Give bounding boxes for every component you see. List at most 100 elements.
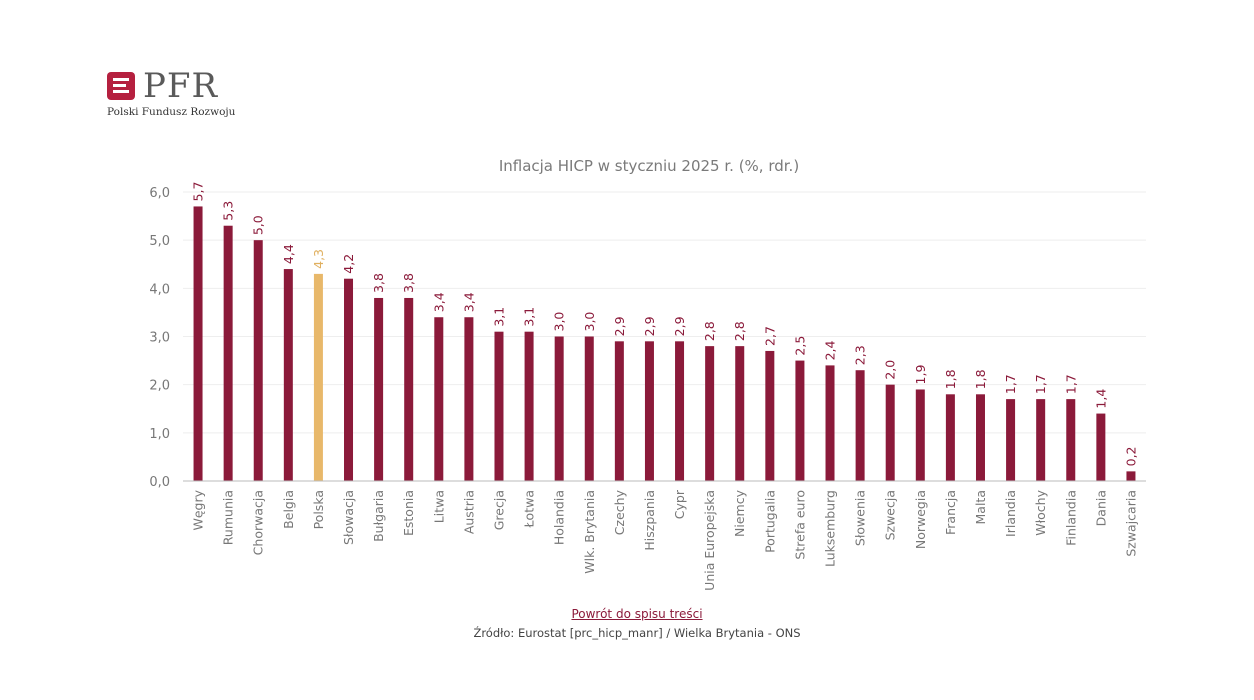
bar xyxy=(1036,399,1046,481)
category-label: Słowacja xyxy=(341,490,356,545)
value-label: 4,4 xyxy=(281,244,296,264)
category-label: Malta xyxy=(973,490,988,524)
category-label: Cypr xyxy=(672,489,687,519)
value-label: 1,4 xyxy=(1093,389,1108,409)
bar xyxy=(795,360,805,481)
category-label: Hiszpania xyxy=(642,490,657,551)
bar xyxy=(524,331,534,481)
value-label: 3,1 xyxy=(491,307,506,327)
category-label: Szwajcaria xyxy=(1123,490,1138,557)
value-label: 1,8 xyxy=(943,369,958,389)
bar xyxy=(945,394,955,481)
bar xyxy=(1096,413,1106,481)
bar xyxy=(825,365,835,481)
category-label: Włochy xyxy=(1033,489,1048,535)
value-label: 3,1 xyxy=(522,307,537,327)
value-label: 2,7 xyxy=(762,326,777,346)
category-label: Holandia xyxy=(552,490,567,545)
bar xyxy=(735,346,745,481)
bar xyxy=(705,346,715,481)
category-label: Słowenia xyxy=(853,490,868,546)
bar xyxy=(855,370,865,481)
bar xyxy=(675,341,685,481)
y-tick-label: 2,0 xyxy=(149,379,170,394)
category-label: Węgry xyxy=(191,489,206,530)
value-label: 2,0 xyxy=(883,360,898,380)
bar xyxy=(554,336,564,481)
chart-title: Inflacja HICP w styczniu 2025 r. (%, rdr… xyxy=(499,157,799,175)
bar xyxy=(404,297,414,481)
value-label: 2,4 xyxy=(823,340,838,360)
y-tick-label: 3,0 xyxy=(149,331,170,346)
bar xyxy=(434,317,444,481)
category-label: Grecja xyxy=(491,490,506,530)
source-note: Źródło: Eurostat [prc_hicp_manr] / Wielk… xyxy=(473,626,801,640)
y-tick-label: 4,0 xyxy=(149,282,170,297)
value-label: 3,8 xyxy=(401,273,416,293)
value-label: 1,9 xyxy=(913,365,928,385)
bar xyxy=(1006,399,1016,481)
value-label: 2,9 xyxy=(612,316,627,336)
bar xyxy=(494,331,504,481)
back-to-contents-link[interactable]: Powrót do spisu treści xyxy=(571,607,703,621)
value-label: 3,0 xyxy=(552,312,567,332)
bar xyxy=(765,350,775,481)
category-label: Estonia xyxy=(401,490,416,536)
category-label: Czechy xyxy=(612,489,627,535)
value-label: 1,8 xyxy=(973,369,988,389)
category-label: Unia Europejska xyxy=(702,490,717,591)
category-label: Belgia xyxy=(281,490,296,529)
bar xyxy=(464,317,474,481)
category-label: Francja xyxy=(943,490,958,535)
bar xyxy=(1126,471,1136,481)
category-label: Rumunia xyxy=(221,490,236,545)
value-label: 3,0 xyxy=(582,312,597,332)
bar xyxy=(644,341,654,481)
category-label: Wlk. Brytania xyxy=(582,490,597,574)
value-label: 4,3 xyxy=(311,249,326,269)
category-label: Irlandia xyxy=(1003,490,1018,537)
category-label: Norwegia xyxy=(913,490,928,549)
bar xyxy=(584,336,594,481)
y-tick-label: 5,0 xyxy=(149,234,170,249)
value-label: 5,3 xyxy=(221,201,236,221)
bar xyxy=(975,394,985,481)
category-label: Austria xyxy=(461,490,476,534)
bar xyxy=(283,269,293,481)
category-label: Szwecja xyxy=(883,490,898,540)
bar-highlight xyxy=(313,273,323,481)
value-label: 2,5 xyxy=(792,336,807,356)
value-label: 0,2 xyxy=(1123,446,1138,466)
bar xyxy=(614,341,624,481)
category-label: Bułgaria xyxy=(371,490,386,542)
value-label: 5,7 xyxy=(191,182,206,202)
bar xyxy=(344,278,354,481)
value-label: 5,0 xyxy=(251,215,266,235)
bar xyxy=(885,384,895,481)
y-tick-label: 1,0 xyxy=(149,427,170,442)
value-label: 2,9 xyxy=(642,316,657,336)
bar xyxy=(915,389,925,481)
category-label: Portugalia xyxy=(762,490,777,553)
value-label: 3,4 xyxy=(461,292,476,312)
value-label: 1,7 xyxy=(1063,374,1078,394)
value-label: 2,8 xyxy=(732,321,747,341)
value-label: 1,7 xyxy=(1033,374,1048,394)
category-label: Strefa euro xyxy=(792,490,807,560)
value-label: 2,3 xyxy=(853,345,868,365)
category-label: Łotwa xyxy=(522,490,537,528)
bar xyxy=(193,206,203,481)
category-label: Polska xyxy=(311,490,326,529)
category-label: Luksemburg xyxy=(823,490,838,567)
category-label: Chorwacja xyxy=(251,490,266,555)
value-label: 2,9 xyxy=(672,316,687,336)
brand-name: PFR xyxy=(143,66,219,106)
value-label: 1,7 xyxy=(1003,374,1018,394)
y-tick-label: 6,0 xyxy=(149,186,170,201)
category-label: Litwa xyxy=(431,490,446,523)
value-label: 3,8 xyxy=(371,273,386,293)
bar xyxy=(253,240,263,481)
brand-subtitle: Polski Fundusz Rozwoju xyxy=(107,106,236,118)
value-label: 2,8 xyxy=(702,321,717,341)
